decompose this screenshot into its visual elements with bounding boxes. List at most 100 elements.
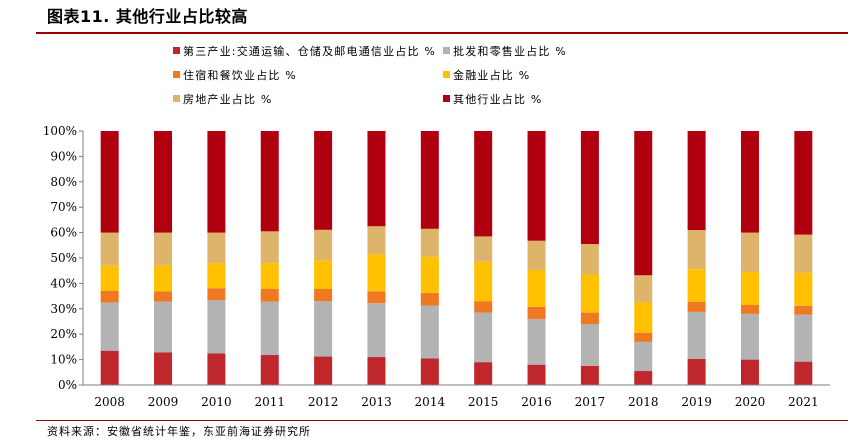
bar-segment-2009-s0: [154, 352, 173, 385]
bar-segment-2009-s5: [154, 131, 173, 233]
bar-segment-2020-s3: [740, 271, 759, 305]
bar-segment-2015-s2: [474, 301, 493, 313]
y-tick-label: 40%: [50, 276, 77, 290]
source-rule: [36, 420, 848, 421]
bar-segment-2012-s4: [314, 229, 333, 261]
bar-segment-2020-s5: [740, 131, 759, 233]
bar-segment-2020-s1: [740, 313, 759, 360]
bar-segment-2013-s1: [367, 303, 386, 358]
bar-segment-2010-s5: [207, 131, 226, 233]
bar-segment-2011-s0: [260, 355, 279, 385]
bar-segment-2021-s4: [794, 234, 813, 273]
bar-segment-2019-s3: [687, 269, 706, 302]
bar-segment-2011-s4: [260, 231, 279, 264]
legend-label-s1: 批发和零售业占比 %: [453, 44, 567, 58]
x-tick-label: 2020: [735, 395, 766, 409]
bar-segment-2019-s4: [687, 230, 706, 270]
bar-segment-2010-s3: [207, 263, 226, 289]
legend-label-s3: 金融业占比 %: [453, 68, 530, 82]
bar-segment-2017-s3: [580, 274, 599, 313]
x-tick-label: 2013: [361, 395, 392, 409]
bar-segment-2012-s0: [314, 356, 333, 385]
bar-segment-2014-s4: [420, 228, 439, 257]
bar-segment-2012-s5: [314, 131, 333, 230]
legend-swatch-s5: [443, 95, 450, 102]
bar-segment-2021-s1: [794, 314, 813, 362]
bar-segment-2012-s2: [314, 288, 333, 302]
bar-segment-2014-s1: [420, 305, 439, 359]
x-tick-label: 2015: [468, 395, 499, 409]
bar-segment-2010-s2: [207, 288, 226, 301]
y-tick-label: 20%: [50, 327, 77, 341]
bar-segment-2018-s2: [634, 332, 653, 342]
legend-label-s4: 房地产业占比 %: [183, 92, 273, 106]
bar-segment-2013-s4: [367, 226, 386, 255]
y-tick-label: 50%: [50, 251, 77, 265]
bar-segment-2016-s0: [527, 364, 546, 385]
x-tick-label: 2009: [148, 395, 179, 409]
bar-segment-2014-s5: [420, 131, 439, 229]
figure-title: 图表11. 其他行业占比较高: [47, 7, 248, 26]
bar-segment-2018-s5: [634, 131, 653, 276]
bar-segment-2016-s3: [527, 269, 546, 307]
bar-segment-2021-s3: [794, 272, 813, 306]
bar-segment-2009-s2: [154, 291, 173, 302]
bar-segment-2014-s3: [420, 256, 439, 293]
bar-segment-2008-s4: [100, 232, 119, 266]
legend-label-s5: 其他行业占比 %: [453, 92, 543, 106]
legend-swatch-s0: [173, 47, 180, 54]
bar-segment-2019-s0: [687, 358, 706, 385]
bar-segment-2008-s3: [100, 265, 119, 292]
bar-segment-2011-s3: [260, 263, 279, 289]
bar-segment-2019-s2: [687, 301, 706, 312]
bar-segment-2014-s0: [420, 358, 439, 385]
bar-segment-2017-s0: [580, 365, 599, 385]
bar-segment-2008-s1: [100, 302, 119, 351]
x-tick-label: 2017: [575, 395, 606, 409]
bar-segment-2013-s0: [367, 357, 386, 385]
title-rule: [36, 32, 848, 34]
bar-segment-2018-s0: [634, 371, 653, 385]
bar-segment-2020-s0: [740, 359, 759, 385]
bar-segment-2009-s4: [154, 232, 173, 266]
bar-segment-2012-s3: [314, 260, 333, 289]
x-tick-label: 2016: [521, 395, 552, 409]
bar-segment-2018-s1: [634, 341, 653, 372]
bar-segment-2013-s2: [367, 291, 386, 304]
bar-segment-2019-s1: [687, 311, 706, 359]
y-tick-label: 10%: [50, 353, 77, 367]
legend-swatch-s4: [173, 95, 180, 102]
source-note: 资料来源：安徽省统计年鉴，东亚前海证券研究所: [47, 425, 311, 438]
y-tick-label: 70%: [50, 200, 77, 214]
x-tick-label: 2008: [94, 395, 125, 409]
bar-segment-2016-s1: [527, 318, 546, 365]
bar-segment-2011-s5: [260, 131, 279, 232]
bar-segment-2009-s3: [154, 265, 173, 292]
bar-segment-2018-s3: [634, 302, 653, 333]
bar-segment-2011-s2: [260, 288, 279, 302]
y-tick-label: 60%: [50, 226, 77, 240]
bar-segment-2012-s1: [314, 301, 333, 357]
legend-swatch-s2: [173, 71, 180, 78]
bar-segment-2015-s1: [474, 312, 493, 363]
bar-segment-2015-s3: [474, 261, 493, 302]
x-tick-label: 2012: [308, 395, 339, 409]
bar-segment-2020-s4: [740, 232, 759, 272]
y-tick-label: 30%: [50, 302, 77, 316]
bar-segment-2021-s2: [794, 305, 813, 315]
bar-segment-2017-s1: [580, 324, 599, 366]
bar-segment-2010-s1: [207, 300, 226, 354]
bar-segment-2011-s1: [260, 301, 279, 356]
bar-segment-2019-s5: [687, 131, 706, 231]
bar-segment-2017-s2: [580, 312, 599, 325]
y-tick-label: 0%: [58, 378, 77, 392]
bar-segment-2017-s4: [580, 244, 599, 275]
x-tick-label: 2010: [201, 395, 232, 409]
bar-segment-2010-s4: [207, 232, 226, 264]
legend-swatch-s1: [443, 47, 450, 54]
bar-segment-2020-s2: [740, 304, 759, 314]
x-tick-label: 2018: [628, 395, 659, 409]
legend-swatch-s3: [443, 71, 450, 78]
bar-segment-2016-s2: [527, 306, 546, 319]
